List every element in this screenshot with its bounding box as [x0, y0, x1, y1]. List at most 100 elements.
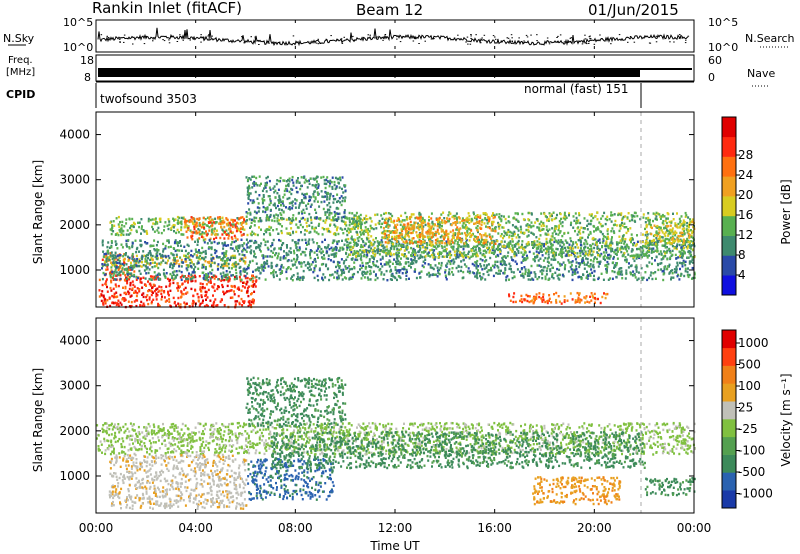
cell — [241, 249, 244, 252]
cell — [405, 257, 408, 260]
cell — [646, 254, 649, 258]
search-noise-dot — [655, 41, 658, 43]
cell — [266, 246, 269, 250]
cell — [154, 222, 157, 226]
cell — [337, 274, 340, 277]
cell — [601, 214, 604, 218]
search-noise-dot — [470, 37, 472, 39]
cell — [636, 214, 639, 218]
cell — [551, 249, 553, 252]
cell — [248, 303, 251, 306]
cell — [588, 251, 591, 255]
cell — [112, 230, 115, 233]
cell — [222, 229, 225, 233]
cell — [227, 224, 230, 227]
cell — [349, 241, 352, 244]
cell — [537, 251, 540, 255]
cell — [293, 252, 296, 255]
cell — [670, 269, 672, 273]
cell — [522, 253, 525, 256]
cell — [173, 270, 176, 273]
cell — [609, 244, 612, 247]
cell — [104, 273, 107, 276]
cell — [436, 266, 439, 269]
cell — [691, 266, 694, 270]
cell — [668, 248, 671, 251]
search-noise-dot — [119, 41, 121, 43]
cell — [230, 243, 233, 246]
cell — [586, 257, 589, 261]
cell — [135, 264, 138, 267]
cell — [208, 246, 211, 249]
cell — [328, 230, 330, 233]
cell — [381, 217, 384, 220]
cell — [544, 277, 547, 281]
cell — [209, 277, 212, 280]
cell — [111, 276, 114, 279]
cell — [613, 270, 616, 274]
cell — [129, 284, 132, 287]
cell — [591, 265, 594, 268]
cell — [127, 255, 129, 258]
cell — [266, 262, 269, 265]
cell — [366, 218, 369, 221]
cell — [654, 241, 657, 244]
cell — [242, 281, 244, 284]
cell — [622, 247, 625, 250]
cell — [215, 304, 218, 307]
cell — [355, 244, 358, 247]
cell — [334, 225, 337, 228]
cell — [480, 244, 483, 247]
site-title: Rankin Inlet (fitACF) — [92, 0, 242, 17]
cell — [361, 272, 364, 275]
cell — [488, 233, 491, 236]
cell — [452, 214, 455, 218]
cell — [548, 212, 551, 215]
cell — [165, 272, 168, 275]
cell — [240, 234, 243, 237]
cell — [518, 246, 521, 249]
cell — [593, 246, 596, 250]
cell — [644, 253, 647, 256]
cell — [415, 276, 418, 280]
search-noise-dot — [517, 41, 519, 43]
cell — [621, 217, 624, 220]
cell — [649, 223, 652, 227]
cell — [624, 238, 627, 241]
cell — [593, 257, 596, 260]
cell — [164, 276, 167, 279]
cell — [138, 264, 141, 268]
cell — [480, 277, 483, 280]
cell — [210, 230, 213, 233]
cell — [113, 258, 116, 261]
cell — [572, 226, 575, 229]
cell — [343, 276, 346, 279]
cell — [208, 226, 211, 229]
cell — [370, 266, 373, 269]
cell — [435, 243, 438, 246]
cell — [605, 240, 608, 243]
cell — [175, 231, 178, 235]
cell — [524, 251, 527, 254]
cell — [263, 233, 265, 236]
cell — [232, 254, 234, 258]
cell — [655, 237, 658, 240]
cell — [197, 295, 200, 299]
cell — [493, 251, 496, 254]
cell — [201, 266, 204, 269]
cell — [470, 249, 473, 252]
cell — [359, 253, 362, 256]
cell — [367, 233, 370, 237]
cell — [148, 268, 151, 271]
cell — [511, 258, 514, 261]
cell — [456, 218, 458, 221]
cell — [254, 285, 257, 288]
cell — [631, 248, 634, 251]
cell — [390, 217, 392, 221]
cell — [600, 217, 603, 220]
cell — [493, 266, 496, 269]
cell — [671, 253, 674, 257]
cell — [606, 237, 608, 240]
cell — [352, 240, 355, 243]
cell — [332, 219, 335, 222]
